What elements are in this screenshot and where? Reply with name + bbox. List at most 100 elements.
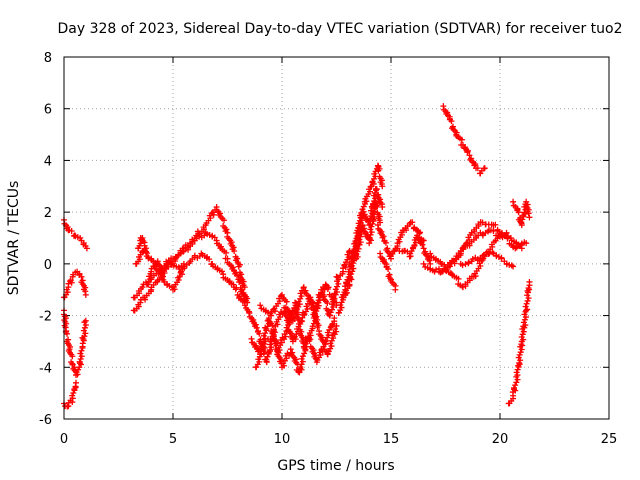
data-point bbox=[510, 198, 517, 205]
data-point bbox=[263, 356, 270, 363]
data-point bbox=[519, 216, 526, 223]
data-point bbox=[510, 384, 517, 391]
y-tick-label: 2 bbox=[44, 206, 52, 221]
series-noon-c bbox=[252, 315, 338, 376]
data-point bbox=[70, 389, 77, 396]
data-point bbox=[523, 240, 530, 247]
plot-frame bbox=[63, 56, 610, 420]
data-point bbox=[368, 213, 375, 220]
data-point bbox=[526, 278, 533, 285]
series-late-tail bbox=[505, 278, 533, 407]
data-point bbox=[513, 379, 520, 386]
data-point bbox=[510, 263, 517, 270]
series-afternoon-f bbox=[394, 232, 434, 267]
data-point bbox=[71, 386, 78, 393]
data-point bbox=[382, 239, 389, 246]
data-point bbox=[351, 253, 358, 260]
data-point bbox=[479, 253, 486, 260]
y-tick-label: -2 bbox=[39, 310, 52, 325]
series-evening-c bbox=[435, 219, 530, 276]
data-point bbox=[82, 291, 89, 298]
data-point bbox=[525, 285, 532, 292]
data-point bbox=[368, 203, 375, 210]
data-point bbox=[466, 152, 473, 159]
data-point bbox=[72, 379, 79, 386]
data-point bbox=[409, 219, 416, 226]
data-point bbox=[352, 240, 359, 247]
data-point bbox=[459, 262, 466, 269]
data-point bbox=[371, 198, 378, 205]
data-point bbox=[241, 302, 248, 309]
data-point bbox=[489, 249, 496, 256]
data-point bbox=[262, 330, 269, 337]
data-point bbox=[180, 247, 187, 254]
data-point bbox=[483, 251, 490, 258]
series-evening-b bbox=[427, 229, 510, 291]
data-point bbox=[296, 301, 303, 308]
data-point bbox=[515, 354, 522, 361]
data-point bbox=[221, 217, 228, 224]
data-point bbox=[512, 387, 519, 394]
data-point bbox=[492, 221, 499, 228]
y-tick-label: 4 bbox=[44, 154, 52, 169]
data-point bbox=[369, 210, 376, 217]
data-point bbox=[333, 322, 340, 329]
data-point bbox=[373, 186, 380, 193]
data-point bbox=[264, 323, 271, 330]
x-tick-label: 10 bbox=[274, 432, 291, 447]
data-point bbox=[446, 263, 453, 270]
data-point bbox=[525, 210, 532, 217]
data-point bbox=[326, 312, 333, 319]
data-point bbox=[521, 311, 528, 318]
tick-labels: 0 5 10 15 20 25 -6 -4 -2 0 2 4 6 8 bbox=[39, 51, 617, 447]
data-point bbox=[77, 355, 84, 362]
data-point bbox=[313, 313, 320, 320]
data-point bbox=[81, 324, 88, 331]
data-point bbox=[516, 351, 523, 358]
data-point bbox=[293, 307, 300, 314]
x-tick-label: 25 bbox=[601, 432, 618, 447]
data-point bbox=[518, 219, 525, 226]
y-tick-label: 0 bbox=[44, 258, 52, 273]
data-point bbox=[300, 284, 307, 291]
data-point bbox=[298, 366, 305, 373]
data-point bbox=[310, 320, 317, 327]
data-point bbox=[521, 316, 528, 323]
data-point bbox=[367, 226, 374, 233]
series-afternoon-e bbox=[377, 250, 399, 293]
data-point bbox=[306, 337, 313, 344]
data-point bbox=[419, 241, 426, 248]
data-point bbox=[287, 346, 294, 353]
data-point bbox=[355, 230, 362, 237]
data-point bbox=[375, 167, 382, 174]
data-point bbox=[464, 149, 471, 156]
data-point bbox=[367, 231, 374, 238]
data-point bbox=[78, 273, 85, 280]
data-point bbox=[82, 317, 89, 324]
data-point bbox=[332, 326, 339, 333]
data-point bbox=[513, 369, 520, 376]
data-point bbox=[355, 225, 362, 232]
chart-title: Day 328 of 2023, Sidereal Day-to-day VTE… bbox=[57, 21, 622, 37]
data-point bbox=[517, 349, 524, 356]
data-point bbox=[349, 268, 356, 275]
data-point bbox=[267, 346, 274, 353]
x-tick-label: 15 bbox=[383, 432, 400, 447]
data-point bbox=[81, 333, 88, 340]
data-point bbox=[348, 262, 355, 269]
data-point bbox=[297, 364, 304, 371]
data-point bbox=[312, 317, 319, 324]
series-early-dip bbox=[60, 307, 89, 379]
data-point bbox=[261, 341, 268, 348]
data-point bbox=[481, 165, 488, 172]
series-spike-a bbox=[135, 234, 151, 260]
data-point bbox=[520, 319, 527, 326]
data-point bbox=[80, 335, 87, 342]
data-point bbox=[283, 298, 290, 305]
axes bbox=[63, 56, 610, 420]
data-point bbox=[465, 147, 471, 154]
data-point bbox=[257, 302, 264, 309]
x-tick-label: 0 bbox=[60, 432, 68, 447]
data-point bbox=[369, 200, 376, 207]
